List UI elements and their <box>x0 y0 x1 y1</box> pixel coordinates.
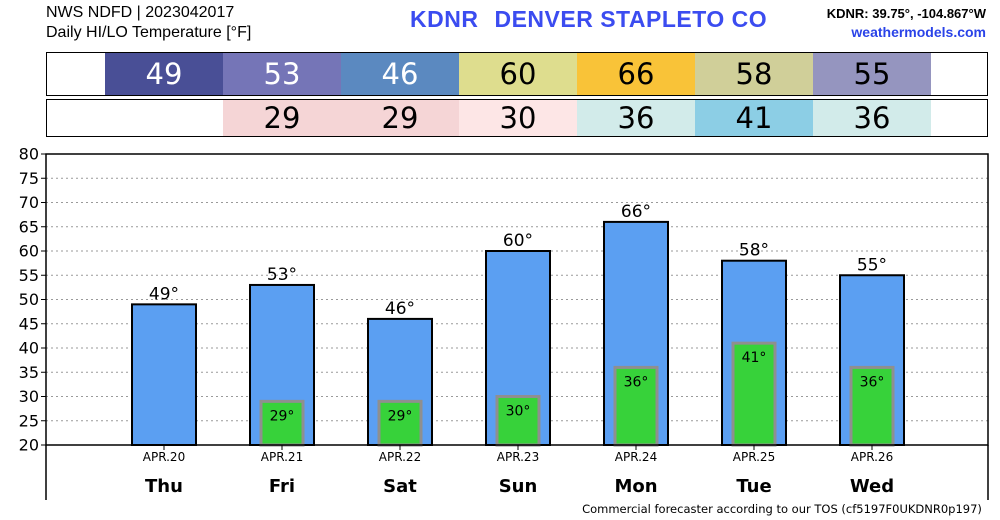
high-temp-label: 55° <box>857 255 887 275</box>
low-temp-label: 36° <box>860 374 885 390</box>
y-tick-label: 55 <box>19 266 39 285</box>
low-temp-cell: 29 <box>223 100 341 136</box>
plot-frame <box>45 153 989 446</box>
high-temp-cell: 49 <box>105 53 223 95</box>
date-label: APR.25 <box>733 450 775 464</box>
site-link[interactable]: weathermodels.com <box>851 24 986 40</box>
low-temp-label: 29° <box>270 408 295 424</box>
high-temp-label: 58° <box>739 241 769 261</box>
variable-line: Daily HI/LO Temperature [°F] <box>46 24 252 41</box>
date-label: APR.21 <box>261 450 303 464</box>
y-tick-label: 80 <box>19 145 39 164</box>
day-label: Tue <box>736 476 771 497</box>
low-temp-label: 30° <box>506 404 531 420</box>
day-label: Fri <box>269 476 295 497</box>
high-temp-cell: 46 <box>341 53 459 95</box>
high-temp-cell: 53 <box>223 53 341 95</box>
y-tick-label: 40 <box>19 339 39 358</box>
date-label: APR.26 <box>851 450 893 464</box>
footer-text: Commercial forecaster according to our T… <box>582 502 982 516</box>
low-temp-strip: 29 29 30 36 41 36 <box>46 99 988 137</box>
high-temp-cell: 66 <box>577 53 695 95</box>
day-label: Thu <box>145 476 183 497</box>
low-temp-bar <box>259 399 305 447</box>
low-temp-cell: 36 <box>577 100 695 136</box>
date-label: APR.22 <box>379 450 421 464</box>
station-info: KDNR: 39.75°, -104.867°W weathermodels.c… <box>827 4 986 42</box>
y-tick-label: 60 <box>19 242 39 261</box>
station-id: KDNR <box>410 6 479 32</box>
y-tick-label: 75 <box>19 169 39 188</box>
low-temp-label: 36° <box>624 374 649 390</box>
y-tick-label: 70 <box>19 193 39 212</box>
day-label: Wed <box>850 476 894 497</box>
y-tick-label: 20 <box>19 436 39 455</box>
high-temp-label: 46° <box>385 299 415 319</box>
date-label: APR.23 <box>497 450 539 464</box>
station-title: KDNR DENVER STAPLETO CO <box>410 6 767 33</box>
y-tick-label: 25 <box>19 411 39 430</box>
high-temp-bar <box>131 303 197 446</box>
low-temp-cell: 30 <box>459 100 577 136</box>
low-temp-cell: 41 <box>695 100 813 136</box>
low-temp-cell: 36 <box>813 100 931 136</box>
high-temp-label: 53° <box>267 265 297 285</box>
high-temp-label: 60° <box>503 231 533 251</box>
y-tick-label: 50 <box>19 290 39 309</box>
y-tick-label: 45 <box>19 314 39 333</box>
low-temp-bar <box>849 365 895 447</box>
day-label: Sat <box>383 476 417 497</box>
day-label: Sun <box>499 476 538 497</box>
low-temp-cell <box>105 100 223 136</box>
day-label: Mon <box>614 476 657 497</box>
date-label: APR.20 <box>143 450 185 464</box>
station-coords: KDNR: 39.75°, -104.867°W <box>826 6 986 21</box>
high-temp-cell: 58 <box>695 53 813 95</box>
low-temp-label: 29° <box>388 408 413 424</box>
high-temp-cell: 55 <box>813 53 931 95</box>
y-tick-label: 65 <box>19 217 39 236</box>
high-temp-cell: 60 <box>459 53 577 95</box>
high-temp-strip: 49 53 46 60 66 58 55 <box>46 52 988 96</box>
product-line: NWS NDFD | 2023042017 <box>46 4 235 21</box>
y-tick-label: 30 <box>19 387 39 406</box>
station-name: DENVER STAPLETO CO <box>494 6 768 32</box>
high-temp-label: 49° <box>149 284 179 304</box>
product-header: NWS NDFD | 2023042017 Daily HI/LO Temper… <box>46 3 251 43</box>
y-tick-label: 35 <box>19 363 39 382</box>
date-label: APR.24 <box>615 450 657 464</box>
high-temp-label: 66° <box>621 202 651 222</box>
low-temp-label: 41° <box>742 350 767 366</box>
low-temp-cell: 29 <box>341 100 459 136</box>
